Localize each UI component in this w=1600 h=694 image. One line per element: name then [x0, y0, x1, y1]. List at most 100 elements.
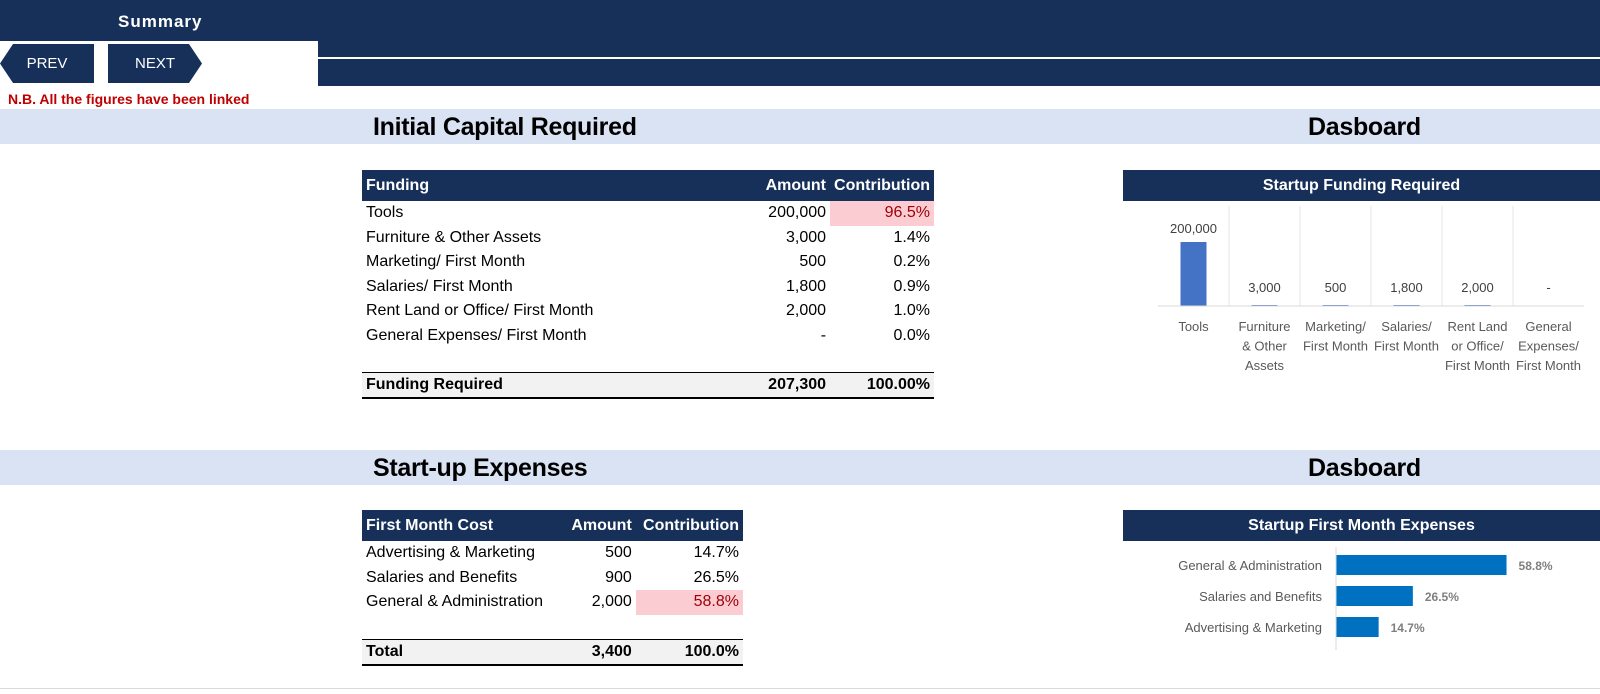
category-label: Salaries and Benefits	[1199, 589, 1322, 604]
row-amount: 500	[605, 544, 632, 562]
data-label: 2,000	[1461, 280, 1494, 295]
row-label: Advertising & Marketing	[366, 544, 535, 562]
column-header-funding: Funding	[362, 170, 740, 201]
category-label: or Office/	[1451, 339, 1504, 354]
category-label: First Month	[1303, 339, 1368, 354]
total-label: Total	[362, 638, 554, 666]
category-label: Furniture	[1238, 319, 1290, 334]
table-row: Tools 200,000 96.5%	[362, 201, 934, 226]
row-contribution: 0.9%	[893, 277, 930, 295]
row-amount: 200,000	[768, 204, 827, 222]
column-header-amount: Amount	[739, 170, 831, 201]
category-label: Assets	[1245, 358, 1285, 373]
category-label: Marketing/	[1305, 319, 1366, 334]
total-label: Funding Required	[362, 372, 740, 399]
chart-title-expenses: Startup First Month Expenses	[1123, 510, 1600, 541]
row-amount: 2,000	[591, 593, 632, 611]
category-label: Rent Land	[1448, 319, 1508, 334]
initial-capital-heading: Initial Capital Required	[373, 113, 637, 141]
row-amount: 3,000	[785, 228, 827, 246]
row-label: General Expenses/ First Month	[366, 326, 587, 344]
row-amount: 2,000	[785, 302, 827, 320]
chart-title-funding: Startup Funding Required	[1123, 170, 1600, 201]
bar	[1336, 586, 1413, 606]
category-label: First Month	[1445, 358, 1510, 373]
total-row: Total 3,400 100.0%	[362, 638, 743, 666]
next-button[interactable]: NEXT	[108, 44, 202, 83]
row-label: Marketing/ First Month	[366, 253, 526, 271]
section-band-startup-expenses	[0, 450, 1600, 485]
category-label: Tools	[1178, 319, 1209, 334]
row-label: General & Administration	[366, 593, 543, 611]
category-label: Salaries/	[1381, 319, 1432, 334]
expenses-table: First Month Cost Amount Contribution Adv…	[362, 510, 743, 666]
table-row: Rent Land or Office/ First Month 2,000 1…	[362, 299, 934, 324]
funding-bar-chart: 200,000 Tools 3,000 Furniture & Other Assets 5…	[1158, 206, 1584, 373]
total-contribution: 100.0%	[635, 638, 743, 666]
column-header-contribution: Contribution	[635, 510, 743, 541]
row-contribution: 0.2%	[893, 253, 930, 271]
title-bar-extension	[318, 41, 1600, 57]
bar	[1336, 555, 1507, 575]
row-amount: 900	[605, 568, 632, 586]
category-label: First Month	[1374, 339, 1439, 354]
spacer-row	[362, 615, 743, 640]
category-label: & Other	[1242, 339, 1287, 354]
row-contribution: 96.5%	[830, 201, 934, 226]
row-contribution: 1.0%	[893, 302, 930, 320]
data-label: 3,000	[1248, 280, 1281, 295]
table-row: Advertising & Marketing 500 14.7%	[362, 541, 743, 566]
data-label: 500	[1325, 280, 1347, 295]
data-label: 58.8%	[1519, 559, 1553, 573]
table-row: Salaries/ First Month 1,800 0.9%	[362, 275, 934, 300]
prev-button[interactable]: PREV	[0, 44, 94, 83]
title-bar	[0, 0, 1600, 41]
dashboard-heading-1: Dasboard	[1308, 113, 1421, 141]
data-label: 200,000	[1170, 221, 1217, 236]
row-contribution: 0.0%	[893, 326, 930, 344]
bar	[1180, 242, 1207, 306]
total-amount: 3,400	[553, 638, 636, 666]
row-contribution: 1.4%	[893, 228, 930, 246]
table-row: General Expenses/ First Month - 0.0%	[362, 324, 934, 349]
table-row: Marketing/ First Month 500 0.2%	[362, 250, 934, 275]
sheet-title: Summary	[118, 12, 203, 31]
table-header-row: Funding Amount Contribution	[362, 170, 934, 201]
startup-expenses-heading: Start-up Expenses	[373, 454, 588, 482]
row-contribution: 26.5%	[693, 568, 739, 586]
dashboard-heading-2: Dasboard	[1308, 454, 1421, 482]
row-label: Salaries and Benefits	[366, 568, 518, 586]
table-header-row: First Month Cost Amount Contribution	[362, 510, 743, 541]
column-header-contribution: Contribution	[830, 170, 934, 201]
row-amount: 500	[799, 253, 827, 271]
row-contribution: 58.8%	[635, 590, 743, 615]
title-bar-stripe	[318, 59, 1600, 86]
linked-figures-note: N.B. All the figures have been linked	[8, 91, 250, 107]
total-row: Funding Required 207,300 100.00%	[362, 372, 934, 399]
category-label: General	[1525, 319, 1571, 334]
total-amount: 207,300	[739, 372, 831, 399]
category-label: Expenses/	[1518, 339, 1579, 354]
data-label: 26.5%	[1425, 590, 1459, 604]
table-row: Furniture & Other Assets 3,000 1.4%	[362, 226, 934, 251]
row-label: Furniture & Other Assets	[366, 228, 542, 246]
bar	[1336, 617, 1379, 637]
row-amount: -	[820, 326, 827, 344]
total-contribution: 100.00%	[830, 372, 934, 399]
row-label: Rent Land or Office/ First Month	[366, 302, 594, 320]
table-row: General & Administration 2,000 58.8%	[362, 590, 743, 615]
section-band-initial-capital	[0, 109, 1600, 144]
data-label: 14.7%	[1391, 621, 1425, 635]
expenses-bar-chart: General & Administration 58.8% Salaries an…	[1178, 547, 1553, 650]
spacer-row	[362, 348, 934, 373]
data-label: -	[1546, 280, 1550, 295]
data-label: 1,800	[1390, 280, 1423, 295]
category-label: Advertising & Marketing	[1185, 620, 1322, 635]
bottom-divider	[0, 688, 1600, 689]
funding-table: Funding Amount Contribution Tools 200,00…	[362, 170, 934, 399]
column-header-first-month-cost: First Month Cost	[362, 510, 554, 541]
row-label: Tools	[366, 204, 404, 222]
category-label: First Month	[1516, 358, 1581, 373]
category-label: General & Administration	[1178, 558, 1322, 573]
table-row: Salaries and Benefits 900 26.5%	[362, 566, 743, 591]
